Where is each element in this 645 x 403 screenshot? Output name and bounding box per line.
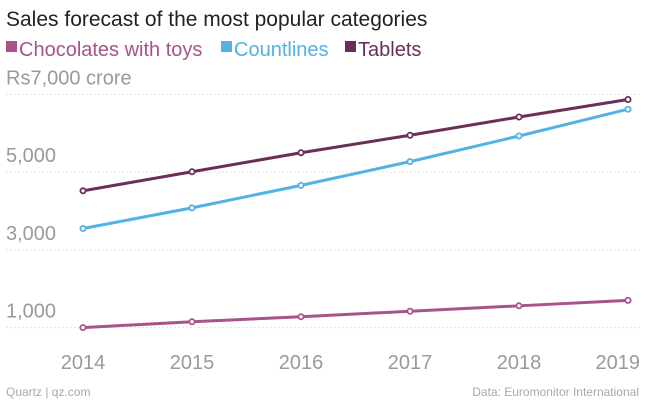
point-1-5	[624, 105, 632, 113]
point-0-0	[79, 324, 87, 332]
legend-swatch-2	[345, 41, 356, 52]
point-2-4	[515, 113, 523, 121]
legend-label-1: Countlines	[234, 39, 329, 61]
legend-label-2: Tablets	[358, 39, 421, 61]
point-2-3	[406, 131, 414, 139]
x-tick-label-4: 2018	[497, 352, 542, 374]
legend: Chocolates with toys Countlines Tablets	[6, 39, 421, 61]
series-group	[79, 95, 632, 332]
gridlines	[6, 93, 640, 329]
point-1-4	[515, 132, 523, 140]
point-0-2	[297, 313, 305, 321]
point-0-5	[624, 296, 632, 304]
x-tick-label-1: 2015	[170, 352, 215, 374]
point-0-4	[515, 302, 523, 310]
point-1-0	[79, 224, 87, 232]
x-axis-ticks: 2014 2015 2016 2017 2018 2019	[61, 352, 640, 374]
legend-label-0: Chocolates with toys	[19, 39, 202, 61]
point-0-3	[406, 307, 414, 315]
legend-swatch-0	[6, 41, 17, 52]
y-axis-ticks: 1,000 3,000 5,000 Rs7,000 crore	[6, 67, 132, 322]
source-left: Quartz | qz.com	[6, 385, 90, 399]
y-tick-label-2: 5,000	[6, 145, 56, 167]
point-2-1	[188, 168, 196, 176]
x-tick-label-2: 2016	[279, 352, 324, 374]
series-line-2	[81, 97, 630, 193]
point-1-3	[406, 158, 414, 166]
point-1-2	[297, 181, 305, 189]
point-2-2	[297, 149, 305, 157]
chart-title: Sales forecast of the most popular categ…	[6, 8, 427, 31]
y-tick-label-0: 1,000	[6, 301, 56, 323]
series-line-1	[81, 107, 630, 230]
y-tick-label-3: Rs7,000 crore	[6, 67, 132, 89]
x-tick-label-0: 2014	[61, 352, 106, 374]
point-0-1	[188, 318, 196, 326]
point-2-0	[79, 187, 87, 195]
series-line-0	[81, 298, 630, 330]
x-tick-label-3: 2017	[388, 352, 433, 374]
source-right: Data: Euromonitor International	[472, 385, 639, 399]
x-tick-label-5: 2019	[596, 352, 641, 374]
point-2-5	[624, 95, 632, 103]
y-tick-label-1: 3,000	[6, 223, 56, 245]
point-1-1	[188, 204, 196, 212]
legend-swatch-1	[221, 41, 232, 52]
